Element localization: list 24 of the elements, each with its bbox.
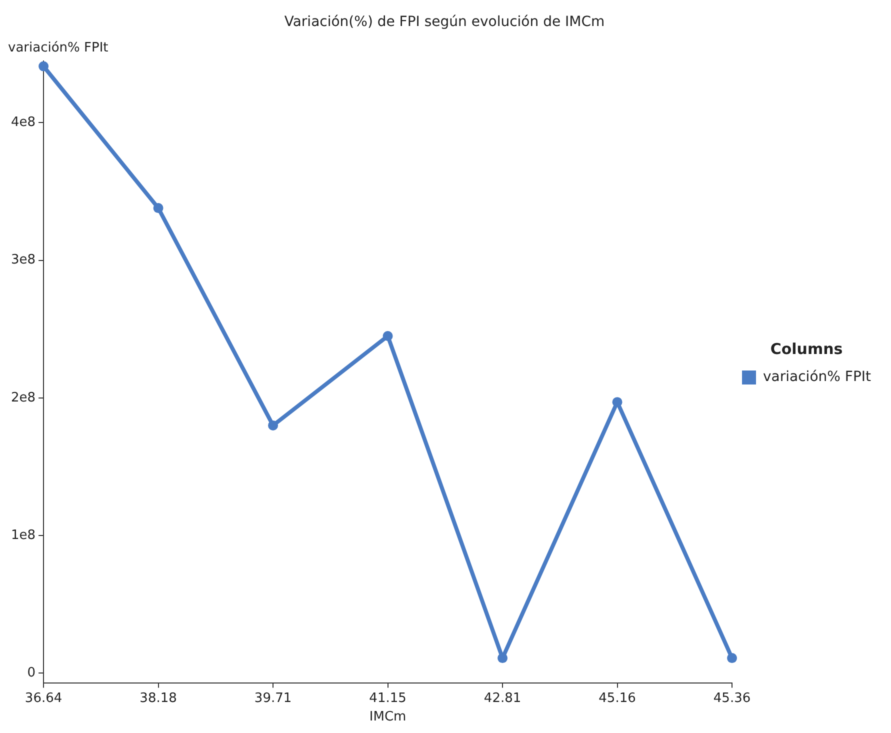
x-axis-title: IMCm — [369, 710, 406, 725]
y-tick-label: 4e8 — [10, 115, 36, 130]
x-tick-label: 36.64 — [24, 690, 62, 706]
y-tick-label: 2e8 — [10, 390, 36, 406]
point — [612, 397, 622, 408]
legend-label: variación% FPIt — [763, 369, 872, 386]
x-tick-label: 45.16 — [598, 690, 636, 706]
chart-title: Variación(%) de FPI según evolución de IMCm — [284, 14, 605, 30]
point — [38, 61, 49, 72]
y-axis-title: variación% FPIt — [8, 40, 108, 56]
x-tick-label: 42.81 — [484, 690, 522, 706]
point — [382, 331, 393, 342]
legend-title: Columns — [770, 340, 843, 358]
point — [727, 653, 738, 664]
x-tick-label: 39.71 — [254, 690, 292, 706]
x-tick-label: 41.15 — [369, 690, 406, 706]
x-tick-label: 38.18 — [140, 690, 177, 706]
point — [498, 653, 508, 664]
x-tick-label: 45.36 — [713, 690, 751, 706]
point — [268, 420, 278, 430]
y-tick-label: 1e8 — [10, 528, 36, 543]
point — [153, 203, 164, 214]
y-tick-label: 0 — [27, 666, 36, 681]
y-tick-label: 3e8 — [10, 252, 36, 268]
